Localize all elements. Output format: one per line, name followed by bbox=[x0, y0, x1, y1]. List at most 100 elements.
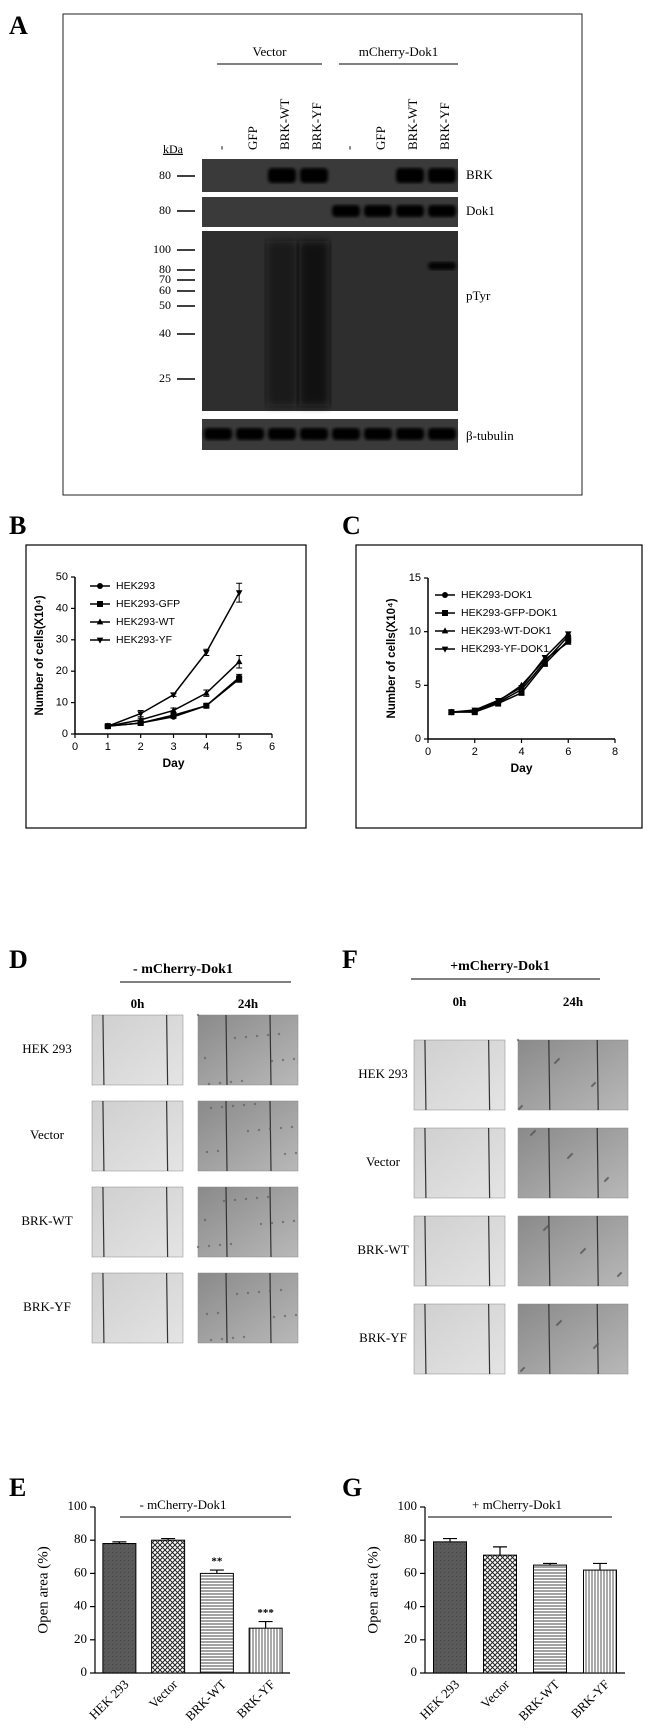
cell-speck bbox=[546, 1224, 550, 1228]
cell-speck bbox=[231, 1104, 235, 1108]
scratch-edge bbox=[596, 1127, 599, 1199]
cell-speck bbox=[281, 1220, 285, 1224]
cell-speck bbox=[272, 1315, 276, 1319]
cell-speck bbox=[559, 1319, 563, 1323]
cell-speck bbox=[520, 1104, 524, 1108]
scratch-edge bbox=[488, 1039, 491, 1111]
point bbox=[170, 692, 177, 699]
legend-label: HEK293-WT bbox=[116, 616, 176, 628]
panel-frame bbox=[25, 544, 307, 829]
cell-speck bbox=[209, 1338, 213, 1342]
y-tick-label: 40 bbox=[56, 602, 68, 614]
point bbox=[137, 720, 144, 727]
bar bbox=[151, 1539, 186, 1674]
y-axis-label: Open area (%) bbox=[365, 1546, 381, 1633]
row-label: BRK-YF bbox=[359, 1330, 407, 1345]
cell-speck bbox=[290, 1125, 294, 1129]
error-bar bbox=[543, 1562, 557, 1566]
cell-speck bbox=[583, 1247, 587, 1251]
cell-speck bbox=[294, 1151, 298, 1155]
x-tick-label: 1 bbox=[105, 741, 111, 753]
y-tick-label: 50 bbox=[56, 571, 68, 583]
point bbox=[564, 638, 572, 645]
scratch-edge bbox=[596, 1303, 599, 1375]
series-line bbox=[451, 639, 569, 713]
row-label: BRK-WT bbox=[21, 1213, 72, 1228]
scratch-image bbox=[413, 1215, 506, 1287]
x-tick-label: 0 bbox=[72, 741, 78, 753]
column-label: 24h bbox=[563, 994, 584, 1009]
y-tick-label: 60 bbox=[74, 1564, 87, 1579]
cell-speck bbox=[283, 1152, 287, 1156]
scratch-edge bbox=[488, 1303, 491, 1375]
y-tick-label: 30 bbox=[56, 634, 68, 646]
x-axis-label: Day bbox=[162, 756, 184, 770]
marker-label: 25 bbox=[159, 371, 171, 385]
cell-speck bbox=[233, 1036, 237, 1040]
legend-marker bbox=[441, 646, 449, 653]
cell-speck bbox=[516, 1038, 520, 1042]
y-tick-label: 0 bbox=[415, 733, 421, 745]
cell-speck bbox=[207, 1244, 211, 1248]
band bbox=[428, 262, 456, 270]
cell-speck bbox=[570, 1152, 574, 1156]
cell-speck bbox=[220, 1105, 224, 1109]
smear bbox=[299, 241, 329, 406]
point bbox=[203, 702, 210, 709]
cell-speck bbox=[259, 1222, 263, 1226]
x-tick-label: 6 bbox=[269, 741, 275, 753]
series-line bbox=[451, 633, 569, 713]
scratch-edge bbox=[225, 1186, 228, 1258]
cell-speck bbox=[244, 1035, 248, 1039]
cell-speck bbox=[246, 1129, 250, 1133]
scratch-image bbox=[517, 1127, 629, 1199]
x-tick-label: 2 bbox=[472, 746, 478, 758]
column-label: 0h bbox=[131, 996, 146, 1011]
scratch-edge bbox=[548, 1039, 551, 1111]
cell-speck bbox=[229, 1080, 233, 1084]
scratch-edge bbox=[102, 1272, 105, 1344]
panel-frame bbox=[355, 544, 643, 829]
legend-label: HEK293-GFP-DOK1 bbox=[461, 607, 557, 619]
scratch-edge bbox=[488, 1127, 491, 1199]
cell-speck bbox=[220, 1337, 224, 1341]
x-tick-label: 6 bbox=[565, 746, 571, 758]
panel-label: D bbox=[9, 945, 28, 974]
y-tick-label: 20 bbox=[56, 665, 68, 677]
legend-marker bbox=[442, 592, 448, 598]
error-bar bbox=[209, 1569, 224, 1574]
scratch-image bbox=[413, 1303, 506, 1375]
x-tick-label: 2 bbox=[138, 741, 144, 753]
panel-label: E bbox=[9, 1473, 26, 1502]
legend-label: HEK293-GFP bbox=[116, 598, 180, 610]
y-tick-label: 100 bbox=[398, 1498, 418, 1513]
cell-speck bbox=[606, 1176, 610, 1180]
scratch-edge bbox=[102, 1014, 105, 1086]
legend-marker bbox=[97, 601, 103, 607]
lane-label: - bbox=[213, 146, 228, 150]
blot-name: pTyr bbox=[466, 288, 491, 303]
marker-label: 70 bbox=[159, 272, 171, 286]
y-axis-label: Number of cells(X10⁴) bbox=[34, 595, 46, 715]
error-bar bbox=[161, 1537, 176, 1541]
row-label: HEK 293 bbox=[358, 1066, 407, 1081]
x-axis-label: Day bbox=[510, 761, 532, 775]
cell-speck bbox=[207, 1082, 211, 1086]
scratch-image bbox=[517, 1215, 629, 1287]
smear bbox=[267, 241, 297, 406]
point bbox=[494, 697, 502, 704]
scratch-image bbox=[91, 1100, 184, 1172]
y-tick-label: 100 bbox=[68, 1498, 88, 1513]
scratch-image bbox=[91, 1272, 184, 1344]
cell-speck bbox=[283, 1314, 287, 1318]
cell-speck bbox=[222, 1199, 226, 1203]
point bbox=[137, 711, 144, 718]
row-label: Vector bbox=[30, 1127, 65, 1142]
y-axis-label: Open area (%) bbox=[35, 1546, 51, 1633]
scratch-edge bbox=[424, 1303, 427, 1375]
scratch-edge bbox=[225, 1100, 228, 1172]
panel-header: +mCherry-Dok1 bbox=[450, 959, 550, 974]
legend-label: HEK293-YF bbox=[116, 634, 172, 646]
y-tick-label: 40 bbox=[74, 1598, 87, 1613]
row-label: BRK-WT bbox=[357, 1242, 408, 1257]
